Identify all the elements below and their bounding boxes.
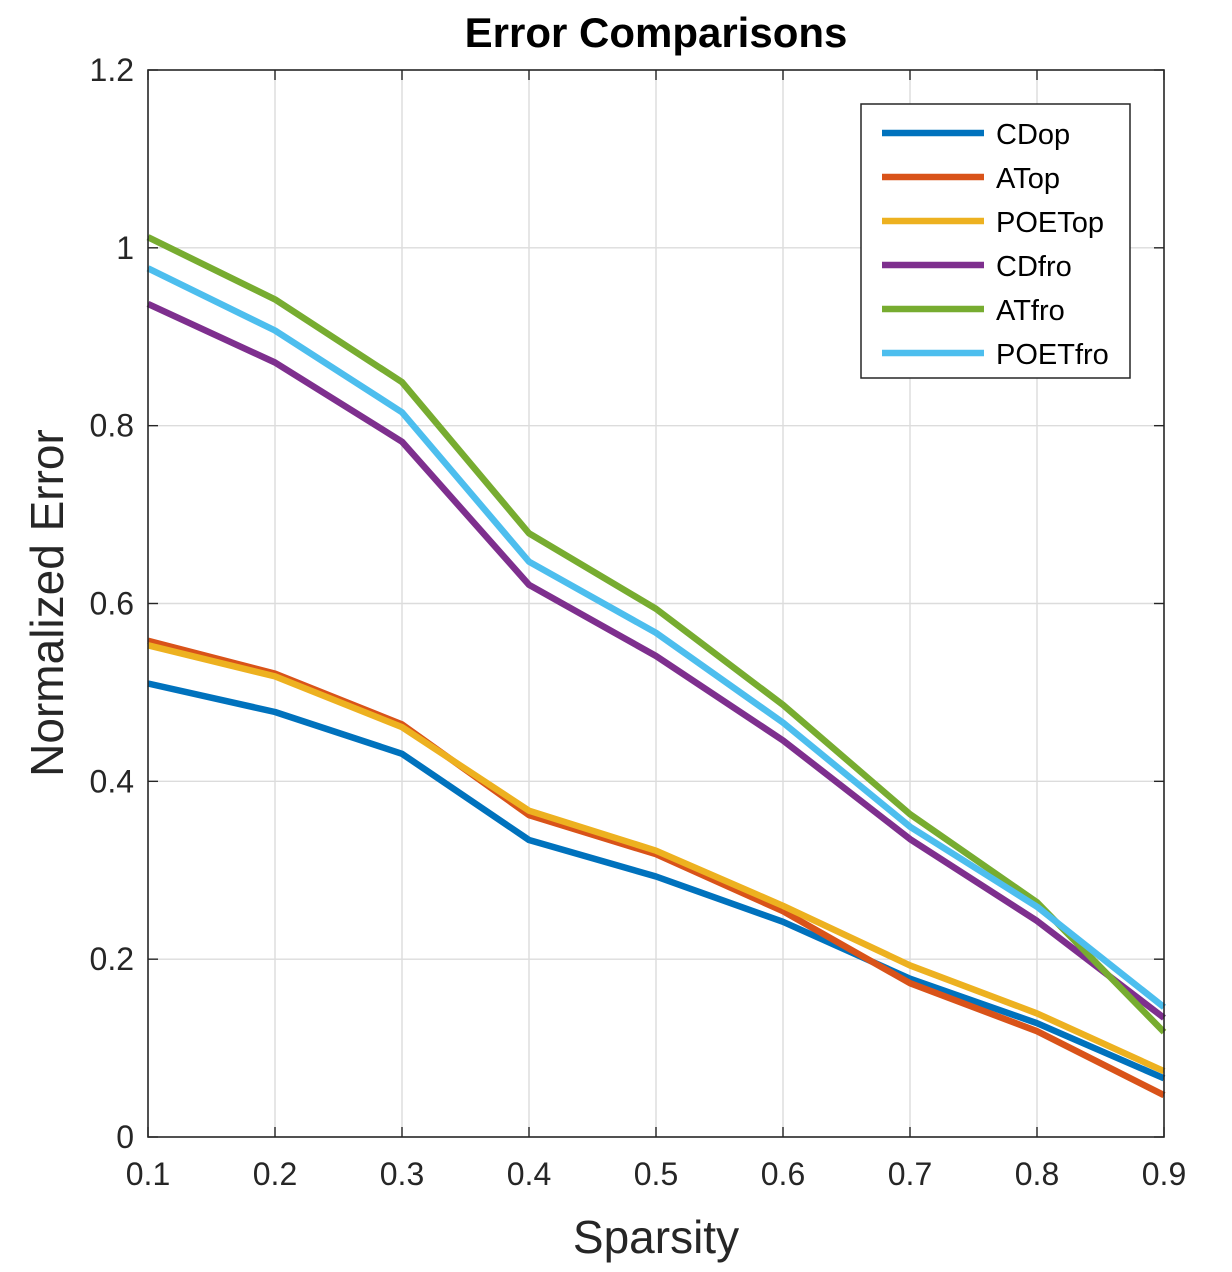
series-line-cdfro — [146, 300, 1166, 1021]
x-tick-label: 0.1 — [126, 1156, 170, 1192]
x-tick-label: 0.3 — [380, 1156, 424, 1192]
y-tick-labels: 0 0.2 0.4 0.6 0.8 1 1.2 — [90, 52, 134, 1155]
series-line-cdop — [147, 680, 1166, 1082]
x-tick-label: 0.7 — [888, 1156, 932, 1192]
series-line-poetfro — [146, 265, 1167, 1010]
tick-marks — [147, 69, 1165, 1138]
series-layer — [146, 234, 1167, 1099]
series-line-atfro — [146, 234, 1167, 1035]
legend-label-atop: ATop — [996, 163, 1060, 195]
y-tick-label: 0 — [116, 1119, 134, 1155]
series-line-poetop — [147, 642, 1166, 1075]
y-tick-label: 1 — [116, 230, 134, 266]
y-axis-label: Normalized Error — [21, 429, 73, 777]
x-tick-label: 0.5 — [634, 1156, 678, 1192]
legend-label-cdfro: CDfro — [996, 251, 1072, 283]
legend-label-poetop: POETop — [996, 207, 1104, 239]
x-tick-label: 0.4 — [507, 1156, 551, 1192]
y-tick-label: 0.8 — [90, 408, 134, 444]
legend-label-poetfro: POETfro — [996, 339, 1109, 371]
x-tick-label: 0.9 — [1142, 1156, 1186, 1192]
legend: CDop ATop POETop CDfro ATfro POETfro — [860, 103, 1131, 379]
x-tick-label: 0.8 — [1015, 1156, 1059, 1192]
x-tick-labels: 0.1 0.2 0.3 0.4 0.5 0.6 0.7 0.8 0.9 — [126, 1156, 1186, 1192]
y-tick-label: 0.4 — [90, 763, 134, 799]
y-tick-label: 1.2 — [90, 52, 134, 88]
x-tick-label: 0.6 — [761, 1156, 805, 1192]
legend-label-cdop: CDop — [996, 119, 1070, 151]
legend-box — [860, 103, 1131, 379]
y-tick-label: 0.6 — [90, 586, 134, 622]
y-tick-label: 0.2 — [90, 941, 134, 977]
legend-label-atfro: ATfro — [996, 295, 1065, 327]
chart-title: Error Comparisons — [465, 9, 848, 56]
x-axis-label: Sparsity — [573, 1211, 739, 1263]
x-tick-label: 0.2 — [253, 1156, 297, 1192]
